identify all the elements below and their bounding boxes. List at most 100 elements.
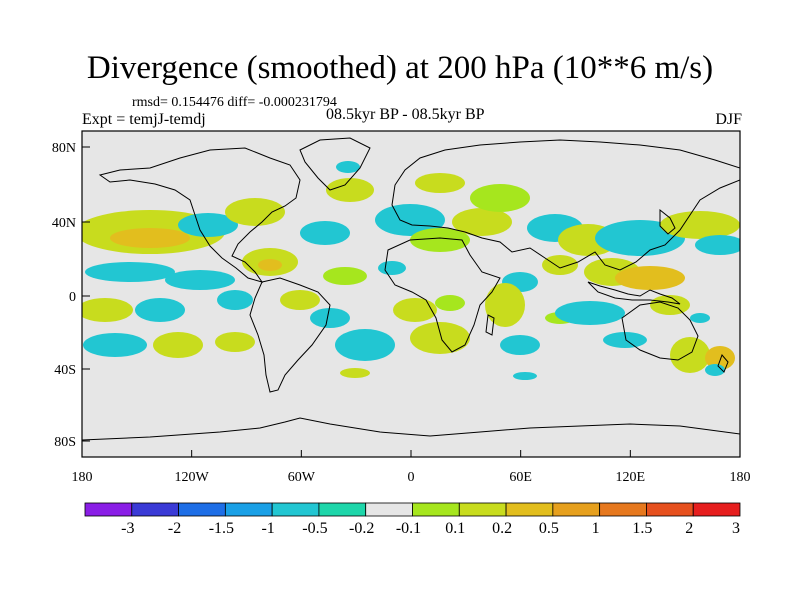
field-patch: [670, 337, 710, 373]
colorbar-swatch: [84, 502, 133, 517]
coastline-indonesia: [587, 281, 681, 305]
field-patch: [542, 255, 578, 275]
coastline-south-america: [249, 277, 331, 393]
colorbar: -3 -2 -1.5 -1 -0.5 -0.2 -0.1 0.1 0.2 0.5 1 1.5 2 3: [84, 502, 741, 537]
field-patch: [215, 332, 255, 352]
colorbar-label: 0.5: [539, 520, 559, 537]
longitude-axis: 180 120W 60W 0 60E 120E 180: [72, 450, 751, 485]
field-patch: [410, 322, 470, 354]
colorbar-label: 3: [732, 520, 740, 537]
season-label: DJF: [715, 111, 742, 128]
coastline-antarctica: [82, 417, 740, 441]
field-patch: [165, 270, 235, 290]
colorbar-label: 1.5: [632, 520, 652, 537]
lat-tick-label: 40N: [52, 216, 76, 231]
lon-tick-label: 180: [72, 470, 93, 485]
colorbar-label: -2: [168, 520, 181, 537]
field-patch: [135, 298, 185, 322]
field-patch: [217, 290, 253, 310]
field-patch: [485, 283, 525, 327]
coastline-north-america: [98, 147, 301, 283]
field-patch: [410, 228, 470, 252]
latitude-axis: 80N 40N 0 40S 80S: [52, 141, 90, 450]
field-patch: [603, 332, 647, 348]
field-patch: [326, 178, 374, 202]
lon-tick-label: 0: [408, 470, 415, 485]
experiment-label: Expt = temjJ-temdj: [82, 111, 206, 128]
colorbar-swatch: [552, 502, 601, 517]
field-patch: [82, 298, 133, 322]
colorbar-label: -3: [121, 520, 134, 537]
field-patch: [555, 301, 625, 325]
colorbar-swatch: [646, 502, 694, 517]
colorbar-swatch: [178, 502, 226, 517]
lon-tick-label: 120E: [616, 470, 646, 485]
field-patch: [258, 259, 282, 271]
colorbar-swatch: [365, 502, 413, 517]
colorbar-swatch: [692, 502, 741, 517]
field-patch: [500, 335, 540, 355]
stats-line: rmsd= 0.154476 diff= -0.000231794: [132, 95, 337, 110]
lat-tick-label: 40S: [54, 363, 76, 378]
field-patch: [340, 368, 370, 378]
field-patch: [300, 221, 350, 245]
colorbar-swatch: [131, 502, 179, 517]
lat-tick-label: 80N: [52, 141, 76, 156]
coastline-madagascar: [485, 314, 495, 336]
colorbar-swatch: [224, 502, 273, 517]
lon-tick-label: 60E: [509, 470, 532, 485]
field-patch: [435, 295, 465, 311]
colorbar-label: 0.2: [492, 520, 512, 537]
colorbar-label: -0.2: [349, 520, 374, 537]
field-patch: [705, 364, 725, 376]
field-patch: [225, 198, 285, 226]
field-patch: [615, 266, 685, 290]
colorbar-label: 0.1: [445, 520, 465, 537]
field-patch: [660, 211, 740, 239]
colorbar-swatch: [505, 502, 554, 517]
colorbar-label: -0.1: [396, 520, 421, 537]
plot-title: Divergence (smoothed) at 200 hPa (10**6 …: [86, 50, 714, 86]
colorbar-swatch: [271, 502, 320, 517]
field-patch: [513, 372, 537, 380]
field-patch: [415, 173, 465, 193]
colorbar-swatch: [318, 502, 367, 517]
field-patch: [153, 332, 203, 358]
field-patch: [335, 329, 395, 361]
colorbar-swatch: [599, 502, 647, 517]
map-background: [82, 131, 740, 457]
field-patch: [378, 261, 406, 275]
coastlines: [82, 137, 740, 441]
colorbar-label: -0.5: [302, 520, 327, 537]
lon-tick-label: 180: [730, 470, 751, 485]
field-patch: [336, 161, 360, 173]
colorbar-label: 1: [592, 520, 600, 537]
field-patch: [452, 208, 512, 236]
field-patch: [470, 184, 530, 212]
field-patch: [83, 333, 147, 357]
field-patch: [110, 228, 190, 248]
coastline-new-zealand: [717, 354, 729, 373]
field-patch: [323, 267, 367, 285]
lon-tick-label: 120W: [175, 470, 210, 485]
field-patch: [695, 235, 740, 255]
colorbar-swatch: [458, 502, 507, 517]
field-patch: [178, 213, 238, 237]
colorbar-swatch: [412, 502, 460, 517]
coastline-australia: [621, 301, 699, 361]
field-patch: [85, 262, 175, 282]
field-patch: [280, 290, 320, 310]
coastline-eurasia: [391, 139, 740, 271]
coastline-japan: [659, 208, 676, 235]
lat-tick-label: 80S: [54, 435, 76, 450]
field-patch: [393, 298, 437, 322]
colorbar-label: -1.5: [209, 520, 234, 537]
colorbar-label: 2: [685, 520, 693, 537]
coastline-africa: [384, 237, 501, 353]
colorbar-label: -1: [261, 520, 274, 537]
lat-tick-label: 0: [69, 290, 76, 305]
field-patch: [375, 204, 445, 236]
coastline-greenland: [299, 137, 371, 191]
field-patch: [690, 313, 710, 323]
